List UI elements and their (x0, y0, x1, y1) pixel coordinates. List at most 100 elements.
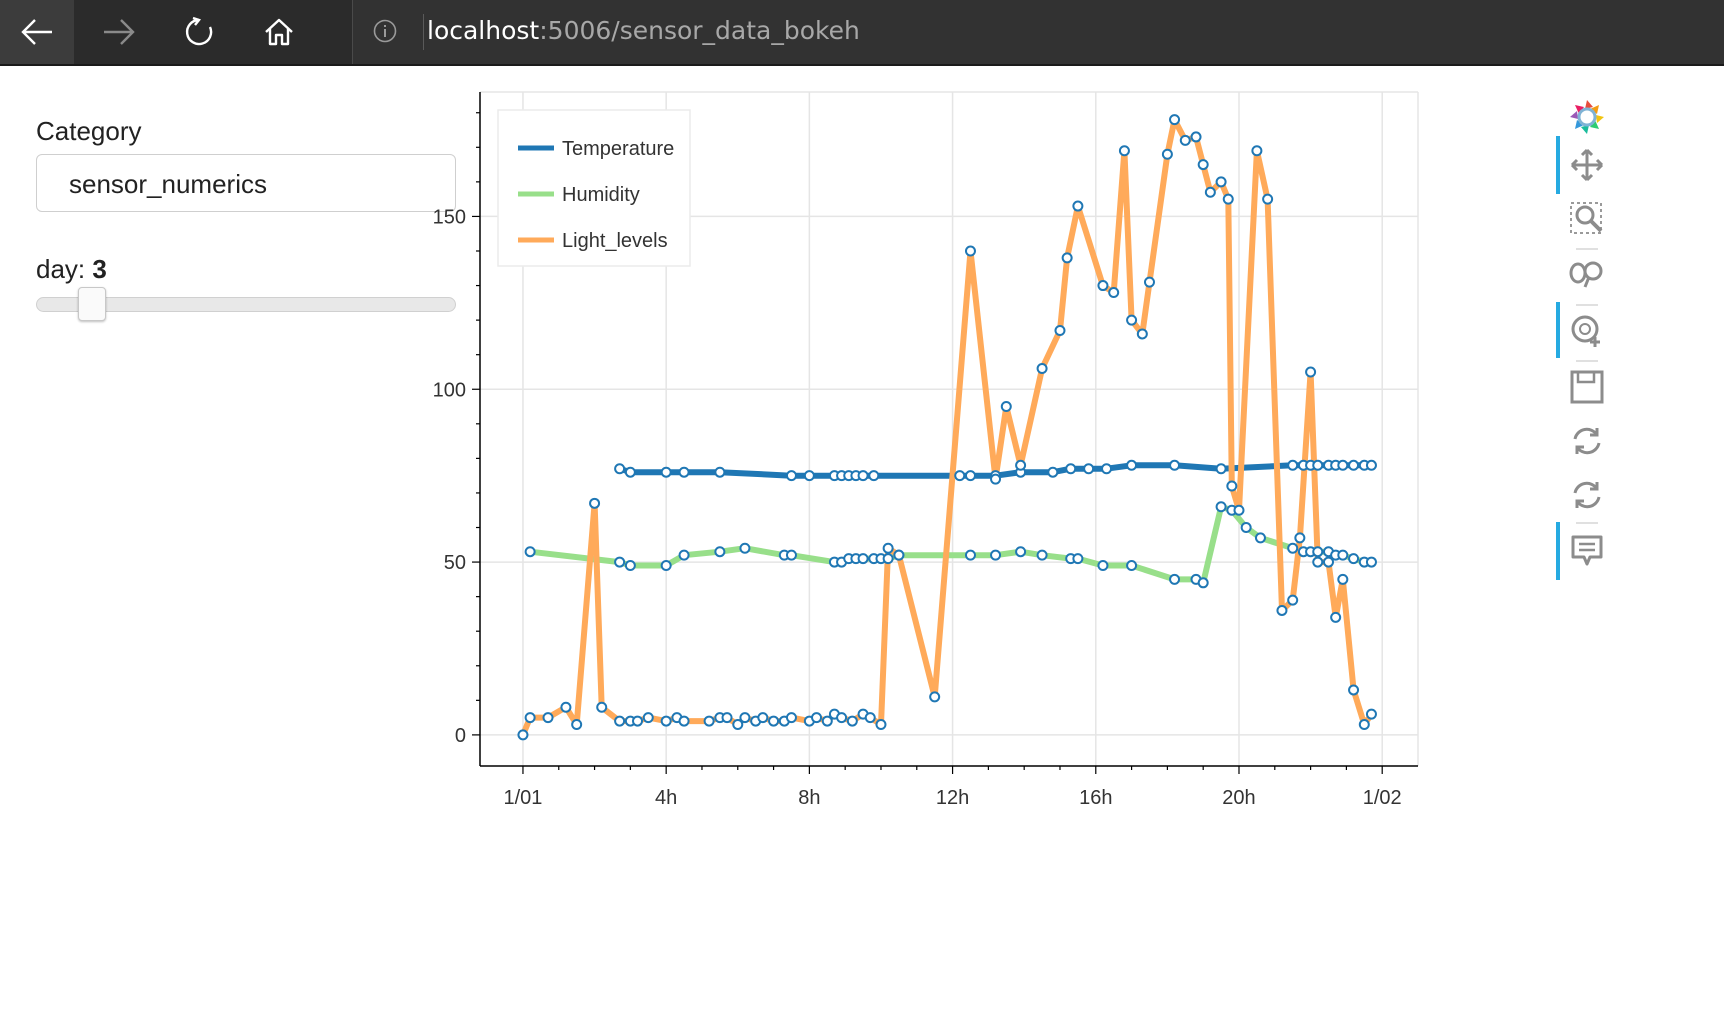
data-point-humidity (785, 549, 797, 561)
toolbar-separator (1576, 304, 1598, 306)
data-point-temperature (678, 466, 690, 478)
data-point-temperature (1348, 459, 1360, 471)
back-button[interactable] (0, 0, 74, 64)
data-point-light_levels (846, 715, 858, 727)
data-point-light_levels (893, 549, 905, 561)
data-point-light_levels (836, 712, 848, 724)
data-point-light_levels (1251, 145, 1263, 157)
data-point-humidity (1015, 546, 1027, 558)
data-point-light_levels (1000, 401, 1012, 413)
data-point-temperature (954, 470, 966, 482)
data-point-humidity (1097, 560, 1109, 572)
data-point-humidity (1126, 560, 1138, 572)
data-point-temperature (1083, 463, 1095, 475)
data-point-light_levels (1294, 532, 1306, 544)
data-point-light_levels (1262, 193, 1274, 205)
data-point-humidity (1036, 549, 1048, 561)
x-tick-label: 16h (1079, 787, 1112, 809)
data-point-light_levels (1126, 314, 1138, 326)
data-point-humidity (660, 560, 672, 572)
data-point-humidity (1197, 577, 1209, 589)
data-point-humidity (1215, 501, 1227, 513)
pan-active-indicator (1556, 136, 1560, 194)
data-point-light_levels (757, 712, 769, 724)
category-label: Category (36, 116, 142, 146)
data-point-humidity (882, 553, 894, 565)
data-point-humidity (1169, 573, 1181, 585)
data-point-light_levels (1015, 459, 1027, 471)
data-point-temperature (1169, 459, 1181, 471)
data-point-humidity (1348, 553, 1360, 565)
plot-toolbar (1554, 88, 1624, 648)
sensor-chart[interactable]: 0 50 100 150 1/01 4h 8h 12h 16h 20h 1/02 Temperatur… (400, 88, 1556, 908)
legend-label: Humidity (562, 184, 640, 206)
hover-tool[interactable] (1566, 530, 1608, 572)
pan-icon (1570, 148, 1604, 182)
data-point-temperature (614, 463, 626, 475)
data-point-light_levels (739, 712, 751, 724)
data-point-temperature (964, 470, 976, 482)
data-point-temperature (785, 470, 797, 482)
data-point-light_levels (882, 542, 894, 554)
data-point-light_levels (1190, 131, 1202, 143)
bokeh-logo[interactable] (1566, 96, 1608, 138)
data-point-light_levels (785, 712, 797, 724)
reset-tool[interactable] (1566, 420, 1608, 462)
category-select-value: sensor_numerics (69, 169, 267, 199)
toolbar-separator (1576, 360, 1598, 362)
toolbar-separator (1576, 248, 1598, 250)
wheel-zoom-tool[interactable] (1566, 254, 1608, 296)
address-bar[interactable]: localhost:5006/sensor_data_bokeh (352, 0, 1724, 64)
data-point-temperature (1101, 463, 1113, 475)
data-point-temperature (624, 466, 636, 478)
save-icon (1570, 370, 1604, 404)
data-point-temperature (714, 466, 726, 478)
url-path: :5006/sensor_data_bokeh (539, 16, 860, 45)
data-point-light_levels (1305, 366, 1317, 378)
data-point-humidity (1365, 556, 1377, 568)
legend-label: Light_levels (562, 230, 668, 252)
data-point-light_levels (560, 701, 572, 713)
data-point-temperature (660, 466, 672, 478)
lasso-active-indicator (1556, 302, 1560, 358)
save-tool[interactable] (1566, 366, 1608, 408)
day-slider-handle[interactable] (77, 287, 106, 321)
data-point-light_levels (1179, 134, 1191, 146)
data-point-light_levels (596, 701, 608, 713)
pan-tool[interactable] (1566, 144, 1608, 186)
refresh-button[interactable] (162, 0, 236, 64)
refresh-tool[interactable] (1566, 474, 1608, 516)
home-button[interactable] (242, 0, 316, 64)
x-tick-label: 20h (1222, 787, 1255, 809)
x-tick-label: 1/02 (1363, 787, 1402, 809)
data-point-light_levels (1215, 176, 1227, 188)
data-point-light_levels (732, 719, 744, 731)
toolbar-separator (1576, 522, 1598, 524)
data-point-light_levels (1312, 556, 1324, 568)
data-point-temperature (1287, 459, 1299, 471)
category-select[interactable]: sensor_numerics (36, 154, 456, 212)
data-point-light_levels (1097, 280, 1109, 292)
day-slider-track[interactable] (36, 297, 456, 312)
bokeh-logo-icon (1570, 100, 1604, 134)
data-point-light_levels (768, 715, 780, 727)
forward-button[interactable] (82, 0, 156, 64)
y-tick-label: 0 (455, 725, 466, 747)
data-point-humidity (857, 553, 869, 565)
x-tick-label: 4h (655, 787, 677, 809)
data-point-light_levels (990, 473, 1002, 485)
box-zoom-tool[interactable] (1566, 198, 1608, 240)
hover-icon (1571, 535, 1603, 566)
data-point-light_levels (571, 719, 583, 731)
address-separator (423, 14, 424, 50)
data-point-temperature (1065, 463, 1077, 475)
url-text[interactable]: localhost:5006/sensor_data_bokeh (427, 14, 860, 48)
data-point-light_levels (678, 715, 690, 727)
data-point-temperature (1312, 459, 1324, 471)
lasso-tool[interactable] (1566, 310, 1608, 352)
data-point-humidity (614, 556, 626, 568)
data-point-light_levels (642, 712, 654, 724)
info-icon[interactable] (373, 19, 397, 43)
legend-label: Temperature (562, 138, 674, 160)
data-point-humidity (964, 549, 976, 561)
